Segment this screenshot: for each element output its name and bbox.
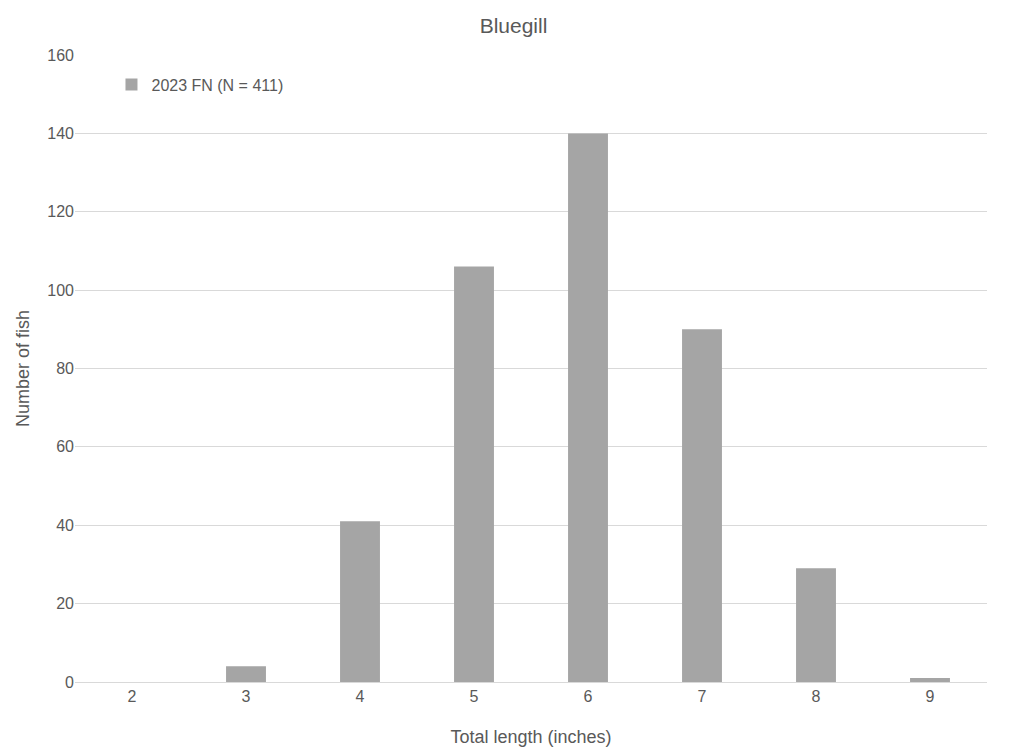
svg-text:80: 80 bbox=[56, 360, 74, 377]
svg-text:Bluegill: Bluegill bbox=[480, 14, 548, 37]
svg-text:160: 160 bbox=[47, 47, 74, 64]
svg-text:9: 9 bbox=[926, 688, 935, 705]
svg-text:40: 40 bbox=[56, 517, 74, 534]
svg-text:4: 4 bbox=[356, 688, 365, 705]
svg-text:2023 FN (N = 411): 2023 FN (N = 411) bbox=[151, 77, 283, 94]
svg-text:140: 140 bbox=[47, 125, 74, 142]
svg-text:5: 5 bbox=[470, 688, 479, 705]
svg-text:2: 2 bbox=[128, 688, 137, 705]
svg-text:3: 3 bbox=[242, 688, 251, 705]
svg-text:120: 120 bbox=[47, 203, 74, 220]
svg-text:6: 6 bbox=[584, 688, 593, 705]
svg-text:8: 8 bbox=[812, 688, 821, 705]
svg-text:100: 100 bbox=[47, 282, 74, 299]
svg-text:7: 7 bbox=[698, 688, 707, 705]
svg-text:Number of fish: Number of fish bbox=[13, 310, 33, 427]
svg-text:0: 0 bbox=[65, 674, 74, 691]
svg-text:60: 60 bbox=[56, 438, 74, 455]
svg-text:20: 20 bbox=[56, 595, 74, 612]
svg-text:Total length (inches): Total length (inches) bbox=[450, 727, 611, 747]
